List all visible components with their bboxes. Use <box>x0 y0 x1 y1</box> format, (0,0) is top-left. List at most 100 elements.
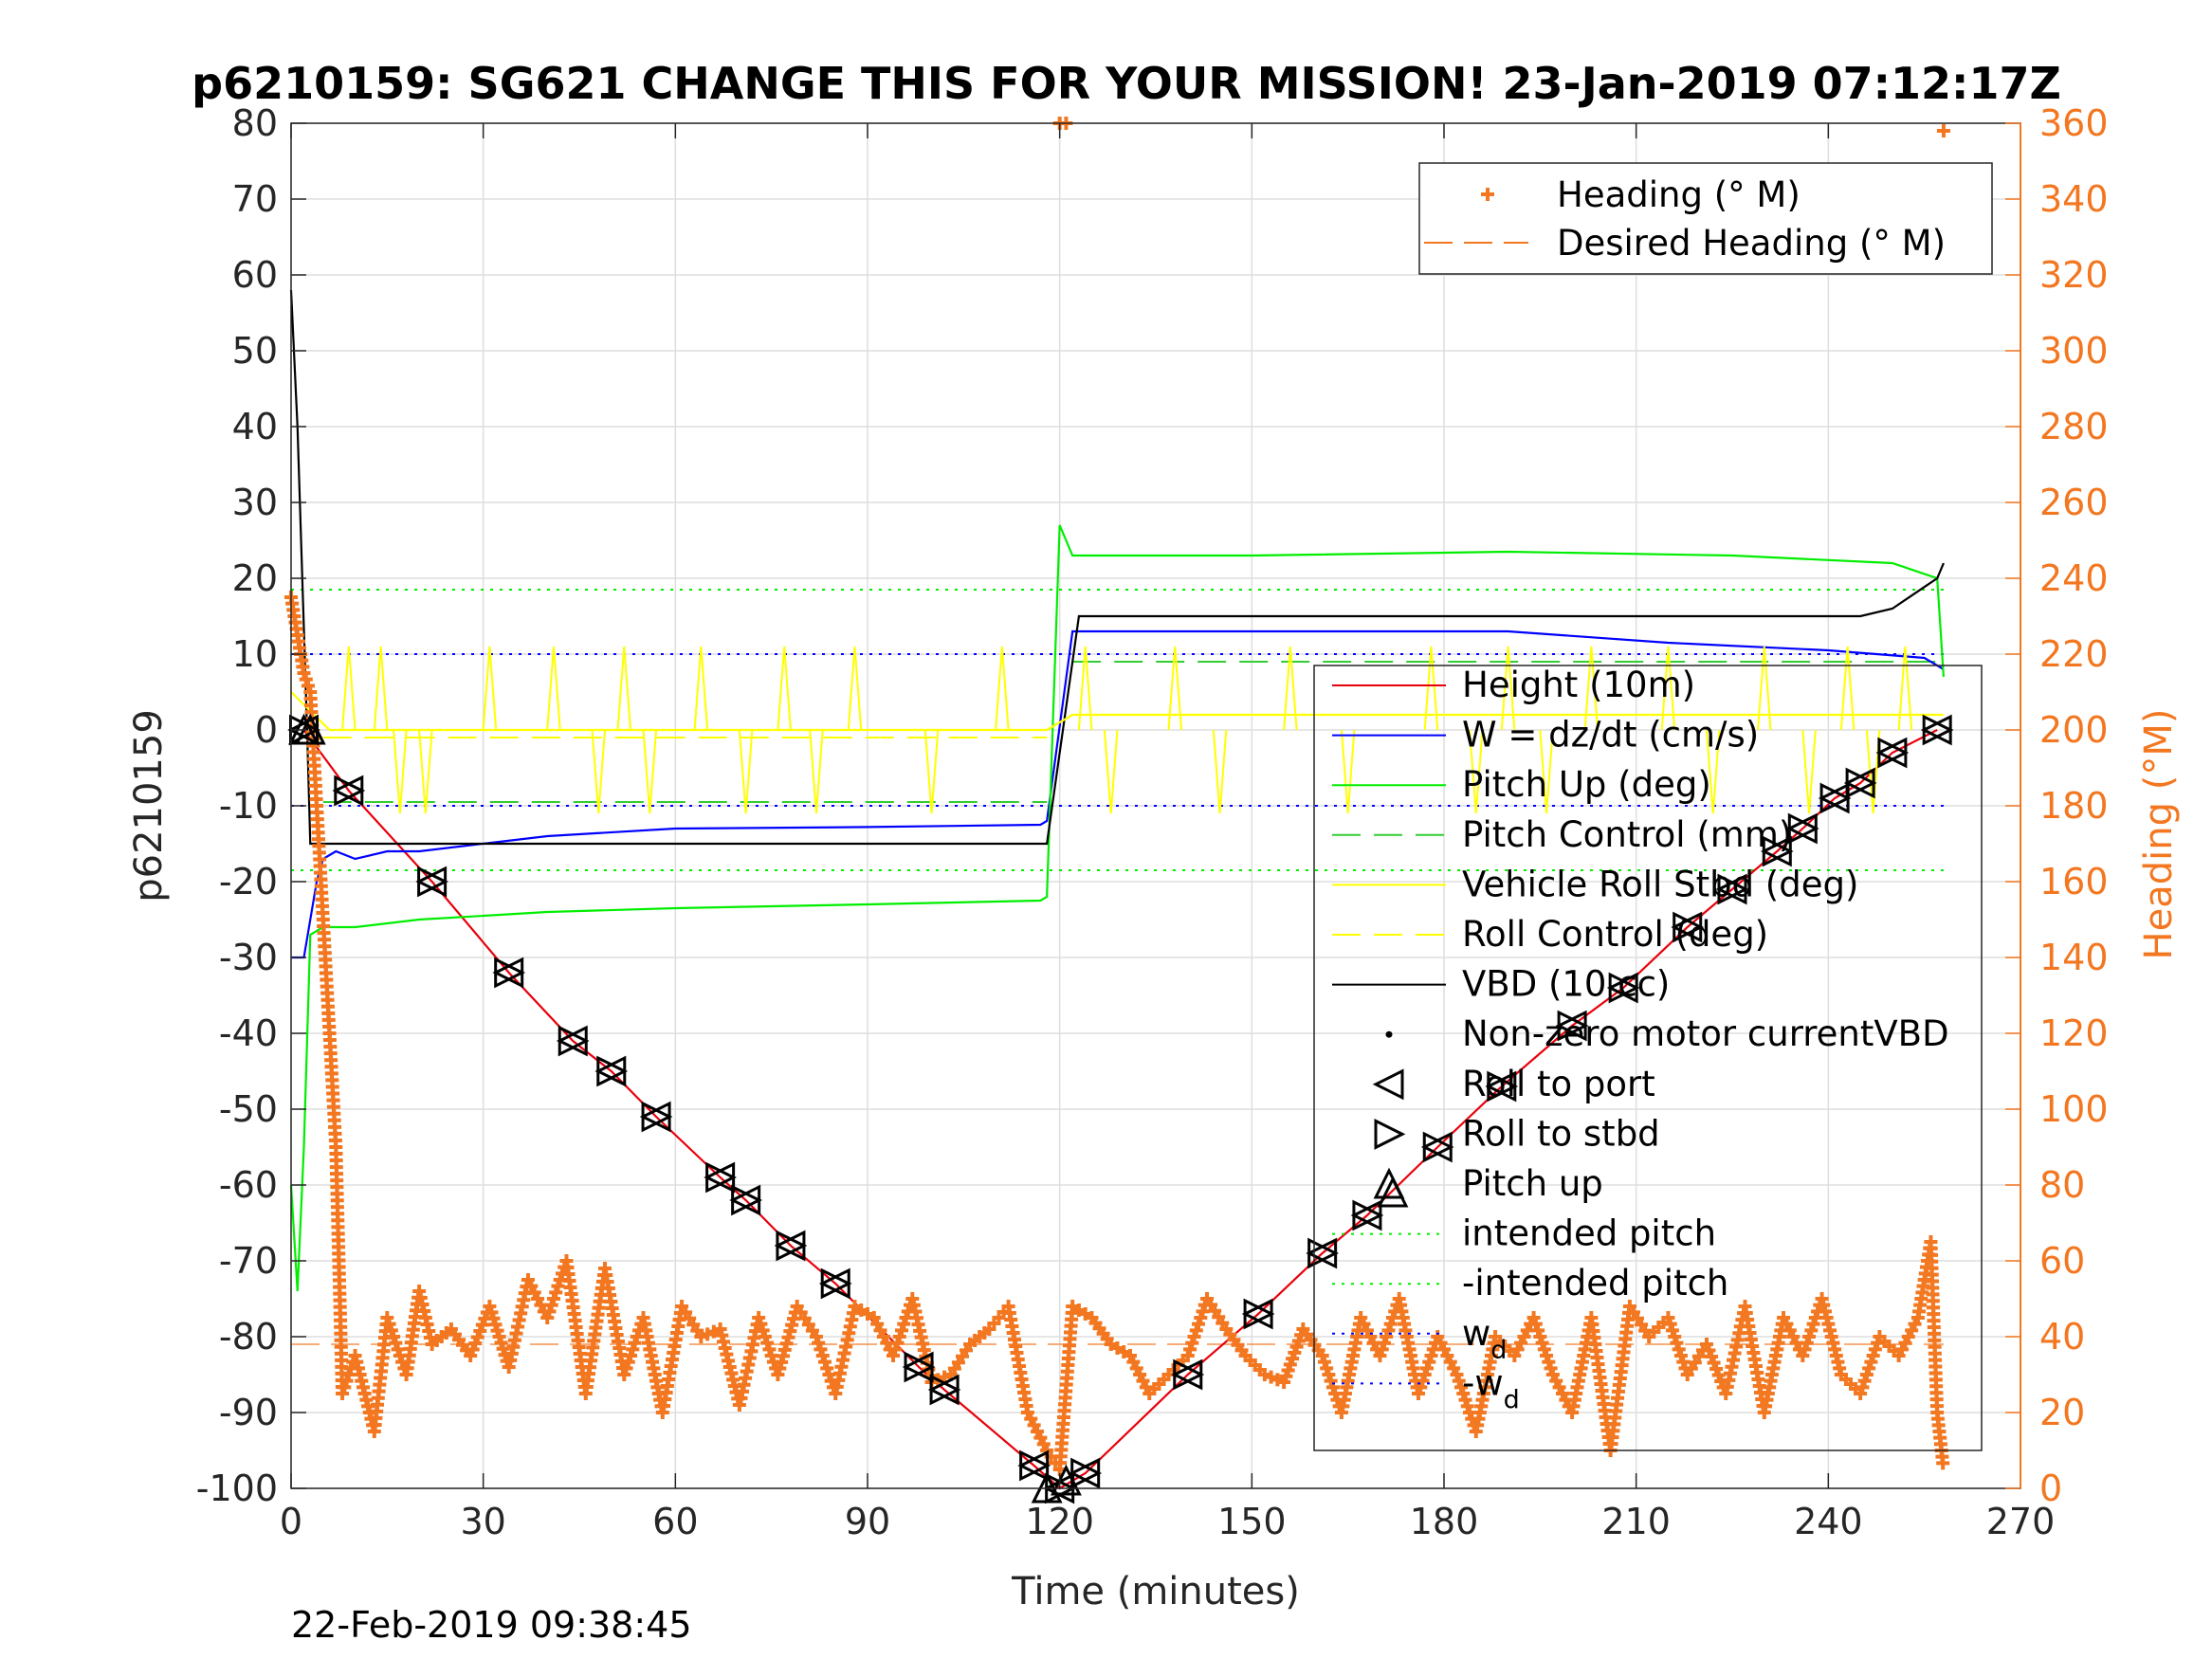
roll-stbd-marker <box>820 1267 852 1300</box>
y2-tick-label: 140 <box>2039 937 2109 978</box>
y-tick-label: 30 <box>232 482 278 523</box>
y-axis-label: p6210159 <box>127 709 171 902</box>
y-tick-label: 20 <box>232 557 278 599</box>
y2-tick-label: 40 <box>2039 1316 2085 1358</box>
y2-tick-label: 80 <box>2039 1164 2085 1206</box>
roll-spike <box>393 729 408 814</box>
grid <box>290 122 2021 1489</box>
roll-stbd-marker <box>1608 972 1640 1004</box>
legend-label: Roll to port <box>1462 1064 1655 1104</box>
chart-title: p6210159: SG621 CHANGE THIS FOR YOUR MIS… <box>192 58 2061 109</box>
heading-marker <box>1806 1317 1820 1331</box>
roll-spike <box>995 646 1010 731</box>
roll-spike <box>546 646 561 731</box>
y2-tick-label: 160 <box>2039 861 2109 902</box>
roll-spike <box>591 729 607 814</box>
series-line <box>302 729 1938 1490</box>
y-tick-label: -50 <box>219 1088 278 1130</box>
heading-marker <box>1185 1336 1199 1350</box>
y-tick-label: -60 <box>219 1164 278 1206</box>
roll-spike <box>418 729 433 814</box>
roll-stbd-marker <box>1374 1118 1406 1150</box>
y-tick-label: -70 <box>219 1240 278 1282</box>
legend-heading-marker <box>1481 188 1494 201</box>
roll-stbd-marker <box>929 1374 961 1406</box>
roll-stbd-marker <box>1762 835 1794 867</box>
roll-stbd-marker <box>1877 737 1910 769</box>
heading-marker <box>551 1279 565 1293</box>
heading-marker <box>701 1327 715 1341</box>
y2-tick-label: 240 <box>2039 557 2109 599</box>
roll-spike <box>1103 729 1119 814</box>
heading-marker <box>756 1323 770 1338</box>
y-tick-label: -80 <box>219 1316 278 1358</box>
y2-tick-label: 260 <box>2039 482 2109 523</box>
legend-label: Height (10m) <box>1462 665 1695 705</box>
roll-stbd-marker <box>1422 1131 1454 1163</box>
x-axis-label: Time (minutes) <box>1011 1570 1300 1613</box>
heading-marker <box>302 679 316 693</box>
legend-heading-box <box>1418 162 1993 275</box>
roll-stbd-marker <box>776 1230 808 1262</box>
roll-port-marker <box>1372 1068 1404 1101</box>
roll-stbd-marker <box>334 775 366 807</box>
heading-marker <box>1460 1399 1474 1413</box>
series-line <box>289 524 1946 1292</box>
roll-stbd-marker <box>558 1025 590 1057</box>
roll-stbd-marker <box>1673 911 1705 943</box>
y-tick-label: -100 <box>196 1468 278 1509</box>
legend-label: Vehicle Roll Stbd (deg) <box>1462 864 1858 904</box>
heading-marker <box>820 1361 834 1376</box>
legend-label: VBD (10 cc) <box>1462 964 1670 1005</box>
x-tick-label: 180 <box>1410 1501 1479 1542</box>
roll-spike <box>1757 646 1772 731</box>
roll-stbd-marker <box>417 866 448 898</box>
x-tick-label: 210 <box>1601 1501 1671 1542</box>
y2-tick-label: 340 <box>2039 178 2109 220</box>
x-tick-label: 0 <box>280 1501 302 1542</box>
heading-marker <box>1192 1317 1206 1331</box>
roll-spike <box>738 729 754 814</box>
heading-marker <box>339 1374 354 1388</box>
heading-marker <box>628 1336 642 1350</box>
roll-spike <box>1583 646 1600 731</box>
x-axis: 0 30 60 90 120 150 180 210 240 270 <box>280 123 2055 1542</box>
roll-spike <box>777 646 792 731</box>
legend-label: Non-zero motor currentVBD <box>1462 1013 1949 1054</box>
heading-marker <box>890 1336 905 1350</box>
roll-stbd-marker <box>641 1101 673 1133</box>
heading-marker <box>544 1298 558 1312</box>
y-tick-label: 70 <box>232 178 278 220</box>
heading-marker <box>814 1342 828 1357</box>
roll-stbd-marker <box>731 1184 762 1216</box>
legend-label: -intended pitch <box>1462 1263 1728 1304</box>
roll-spike <box>1897 646 1913 731</box>
series-line <box>289 289 1945 846</box>
heading-marker <box>1264 1370 1278 1384</box>
heading-marker <box>1665 1323 1679 1338</box>
roll-spike <box>1865 729 1881 814</box>
heading-marker <box>1416 1374 1430 1388</box>
heading-marker <box>1800 1336 1814 1350</box>
heading-marker <box>1422 1355 1436 1369</box>
roll-spike <box>341 646 356 731</box>
x-tick-label: 90 <box>845 1501 890 1542</box>
heading-marker <box>384 1323 398 1338</box>
y2-tick-label: 200 <box>2039 709 2109 751</box>
legend-label: Pitch Up (deg) <box>1462 764 1711 805</box>
roll-stbd-marker <box>1243 1298 1275 1330</box>
roll-stbd-marker <box>1717 873 1749 905</box>
y2-axis-label: Heading (°M) <box>2137 709 2181 960</box>
y-tick-label: -10 <box>219 785 278 827</box>
pitch-up-marker <box>1373 1167 1405 1199</box>
x-tick-label: 240 <box>1794 1501 1863 1542</box>
heading-marker <box>897 1317 911 1331</box>
roll-spike <box>1212 729 1228 814</box>
roll-spike <box>1469 729 1484 814</box>
y-tick-label: -90 <box>219 1392 278 1433</box>
roll-spike <box>1340 729 1356 814</box>
heading-marker <box>1936 1456 1950 1470</box>
roll-spike <box>809 729 824 814</box>
x-tick-label: 120 <box>1025 1501 1094 1542</box>
